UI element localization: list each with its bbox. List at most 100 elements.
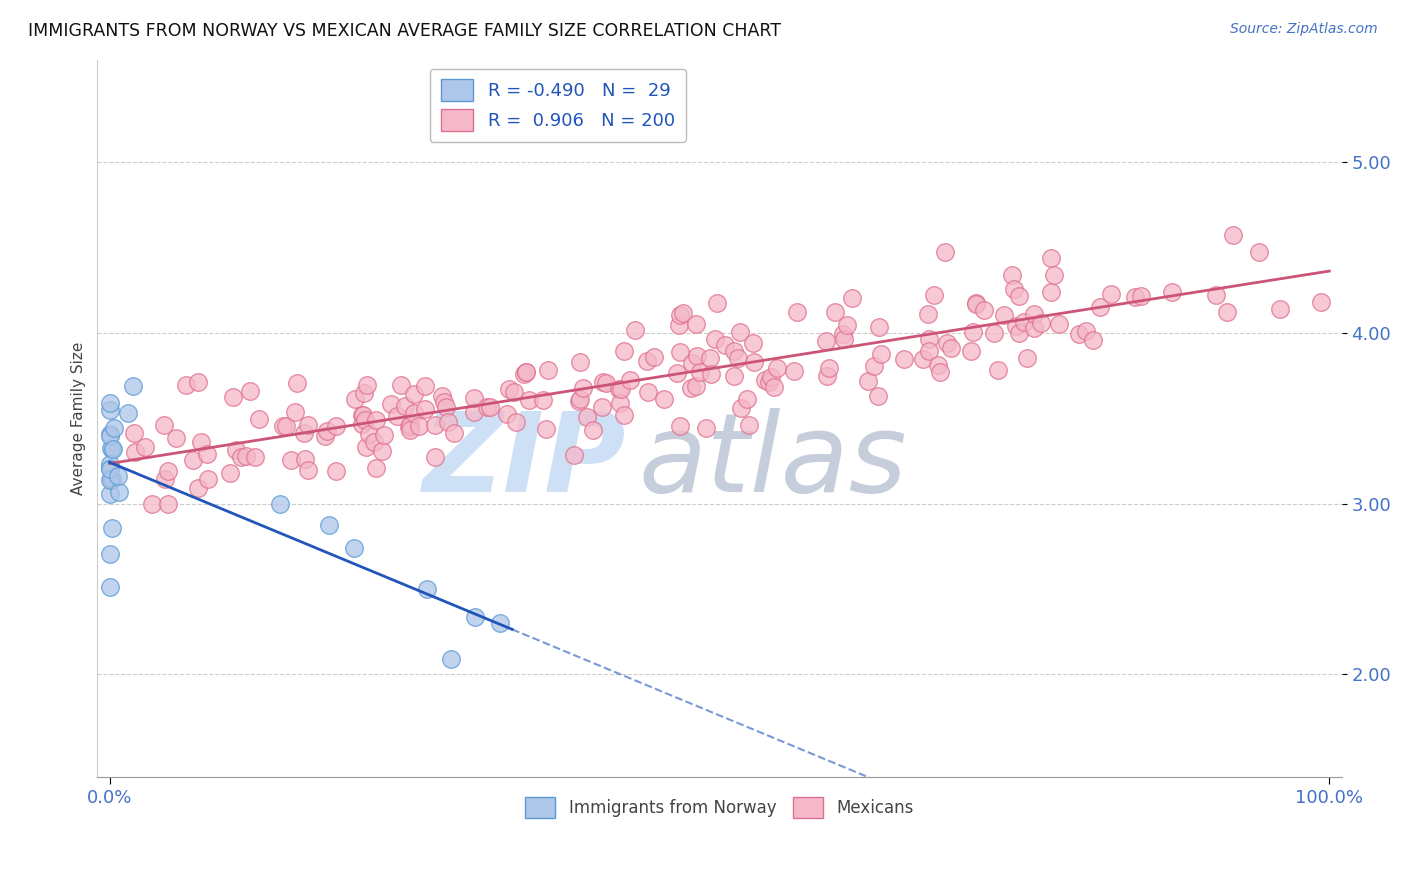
Point: [685, 378, 707, 392]
Point: [834, 332, 856, 346]
Point: [284, 405, 307, 419]
Point: [704, 332, 727, 346]
Point: [706, 296, 728, 310]
Point: [695, 421, 717, 435]
Point: [1008, 289, 1031, 303]
Point: [235, 449, 257, 463]
Point: [1039, 285, 1062, 300]
Point: [352, 408, 374, 422]
Point: [353, 386, 375, 401]
Point: [1024, 307, 1046, 321]
Point: [364, 461, 387, 475]
Point: [415, 582, 437, 596]
Point: [363, 435, 385, 450]
Point: [917, 307, 939, 321]
Point: [841, 291, 863, 305]
Point: [831, 327, 853, 342]
Point: [572, 381, 595, 395]
Point: [280, 453, 302, 467]
Point: [637, 385, 659, 400]
Point: [1130, 289, 1153, 303]
Point: [837, 318, 859, 333]
Point: [225, 442, 247, 457]
Point: [595, 376, 617, 390]
Point: [187, 375, 209, 389]
Point: [398, 420, 420, 434]
Point: [1029, 316, 1052, 330]
Point: [98, 428, 121, 442]
Point: [983, 326, 1005, 341]
Point: [100, 472, 122, 486]
Point: [1022, 321, 1045, 335]
Point: [783, 364, 806, 378]
Point: [1074, 324, 1097, 338]
Point: [134, 440, 156, 454]
Point: [927, 359, 949, 373]
Point: [1099, 286, 1122, 301]
Point: [398, 417, 420, 432]
Text: atlas: atlas: [638, 408, 907, 515]
Point: [404, 406, 426, 420]
Point: [187, 481, 209, 495]
Point: [463, 391, 485, 405]
Point: [592, 375, 614, 389]
Point: [350, 408, 373, 422]
Point: [569, 355, 592, 369]
Point: [766, 361, 789, 376]
Point: [1015, 351, 1038, 365]
Point: [666, 367, 689, 381]
Point: [1047, 317, 1070, 331]
Point: [387, 409, 409, 423]
Point: [479, 400, 502, 414]
Point: [269, 497, 291, 511]
Point: [108, 485, 131, 500]
Point: [911, 352, 934, 367]
Point: [434, 401, 457, 415]
Point: [1002, 282, 1025, 296]
Point: [101, 521, 124, 535]
Point: [624, 323, 647, 337]
Point: [582, 423, 605, 437]
Point: [758, 375, 780, 389]
Point: [960, 343, 983, 358]
Point: [973, 302, 995, 317]
Point: [432, 395, 454, 409]
Point: [607, 382, 630, 396]
Point: [786, 305, 808, 319]
Point: [413, 379, 436, 393]
Point: [699, 351, 721, 365]
Point: [652, 392, 675, 406]
Point: [122, 379, 145, 393]
Point: [858, 375, 880, 389]
Point: [934, 245, 956, 260]
Point: [394, 399, 416, 413]
Point: [754, 373, 776, 387]
Point: [423, 418, 446, 433]
Point: [728, 326, 751, 340]
Point: [352, 417, 374, 432]
Point: [98, 548, 121, 562]
Point: [98, 457, 121, 471]
Point: [100, 473, 122, 487]
Point: [156, 464, 179, 478]
Point: [297, 417, 319, 432]
Point: [107, 469, 129, 483]
Point: [343, 392, 366, 406]
Point: [229, 450, 252, 465]
Point: [325, 418, 347, 433]
Point: [122, 426, 145, 441]
Text: ZIP: ZIP: [423, 408, 626, 515]
Point: [1069, 326, 1091, 341]
Point: [735, 392, 758, 406]
Point: [1040, 251, 1063, 265]
Point: [741, 336, 763, 351]
Point: [689, 365, 711, 379]
Point: [190, 434, 212, 449]
Point: [993, 308, 1015, 322]
Point: [533, 393, 555, 408]
Point: [294, 452, 316, 467]
Point: [1001, 268, 1024, 283]
Point: [463, 405, 485, 419]
Point: [613, 344, 636, 359]
Point: [174, 377, 197, 392]
